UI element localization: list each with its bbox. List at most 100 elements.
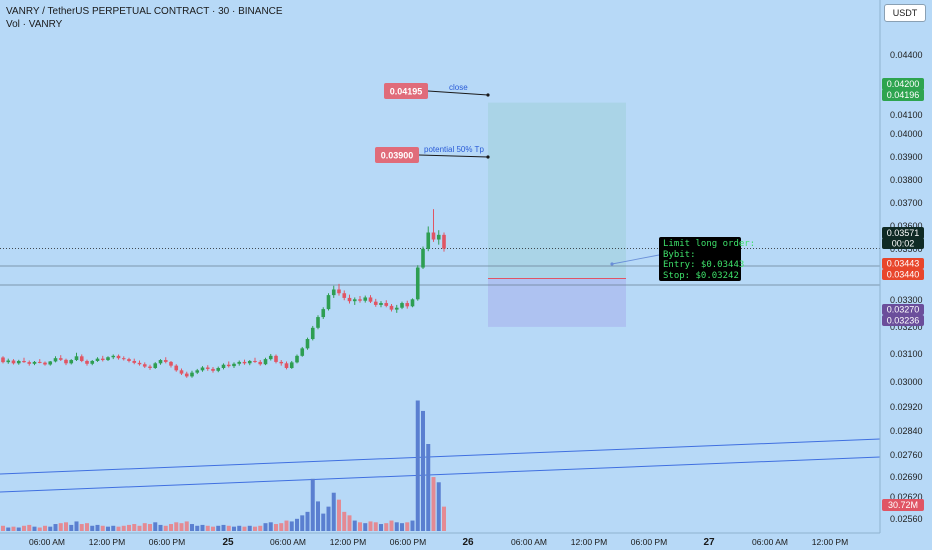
note-line-4: Stop: $0.03242: [663, 270, 739, 281]
volume-bar: [90, 525, 95, 531]
price-tick: 0.04400: [890, 50, 923, 60]
volume-bar: [216, 525, 221, 531]
candle-body: [216, 367, 221, 371]
stop-zone: [488, 278, 626, 327]
tp-price-tag: [375, 147, 419, 163]
entry-top-label-bg: [882, 258, 924, 269]
price-tick: 0.02620: [890, 492, 923, 502]
volume-indicator-title[interactable]: Vol · VANRY: [6, 19, 63, 30]
volume-bar: [142, 523, 147, 531]
stop-bottom-label-bg: [882, 315, 924, 326]
candle-body: [106, 357, 110, 361]
candle-body: [221, 364, 226, 368]
volume-bar: [137, 525, 142, 531]
candle-body: [237, 361, 242, 364]
price-tick: 0.03900: [890, 152, 923, 162]
order-note[interactable]: Limit long order: Bybit: Entry: $0.03443…: [659, 237, 755, 281]
candle-body: [421, 248, 425, 268]
volume-bar: [184, 521, 189, 531]
last-price-label: 0.03571: [887, 228, 920, 238]
entry-top-label: 0.03443: [887, 259, 920, 269]
volume-bar: [326, 506, 331, 531]
price-tick: 0.03100: [890, 349, 923, 359]
volume-bar: [85, 523, 89, 531]
candle-body: [274, 355, 278, 362]
candle-body: [410, 299, 415, 307]
note-line-2: Bybit:: [663, 249, 696, 260]
volume-bar: [352, 520, 357, 531]
candle-body: [121, 358, 126, 360]
candle-body: [137, 362, 142, 365]
volume-bar: [163, 525, 168, 531]
candle-body: [64, 359, 68, 364]
volume-bar: [373, 522, 378, 531]
time-tick: 26: [462, 537, 474, 548]
time-tick: 06:00 AM: [270, 537, 306, 547]
volume-bar: [253, 526, 257, 531]
time-tick: 06:00 PM: [149, 537, 185, 547]
candle-body: [184, 373, 189, 377]
candle-body: [142, 364, 147, 367]
close-anchor: [486, 93, 490, 97]
volume-bar: [410, 520, 415, 531]
last-price-label-bg: [882, 227, 924, 239]
volume-bar: [295, 518, 299, 531]
candle-body: [232, 363, 236, 367]
candle-body: [258, 361, 263, 365]
target-bottom-label: 0.04196: [887, 90, 920, 100]
volume-bar: [79, 524, 84, 531]
volume-bar: [436, 482, 441, 531]
price-tick: 0.02920: [890, 402, 923, 412]
price-tick: 0.03700: [890, 198, 923, 208]
volume-bar: [337, 499, 341, 531]
candle-body: [132, 360, 137, 363]
target-top-label-bg: [882, 78, 924, 90]
volume-bar: [415, 400, 420, 531]
volume-bar: [64, 522, 68, 531]
symbol-title[interactable]: VANRY / TetherUS PERPETUAL CONTRACT · 30…: [6, 6, 283, 17]
volume-bar: [43, 525, 47, 531]
trendline-lower: [0, 456, 881, 493]
tp-label: potential 50% Tp: [424, 145, 484, 154]
volume-bar: [11, 526, 16, 531]
tp-anchor: [486, 155, 490, 159]
note-connector: [611, 254, 660, 265]
volume-bar: [132, 524, 137, 531]
candle-body: [442, 234, 446, 249]
price-tick: 0.03000: [890, 377, 923, 387]
candle-body: [358, 299, 362, 301]
volume-bar: [153, 522, 158, 531]
time-tick: 12:00 PM: [89, 537, 125, 547]
candle-body: [289, 362, 294, 368]
candle-body: [179, 370, 184, 374]
volume-bar: [53, 524, 58, 531]
candle-body: [247, 360, 252, 364]
volume-bar: [342, 511, 347, 531]
candle-body: [363, 297, 368, 301]
volume-bar: [405, 522, 410, 531]
candle-body: [148, 366, 152, 368]
candle-body: [37, 361, 42, 363]
candle-body: [279, 361, 284, 364]
close-connector: [427, 90, 489, 96]
candle-body: [53, 358, 58, 362]
currency-button[interactable]: USDT: [884, 4, 926, 22]
volume-bar: [242, 526, 247, 531]
volume-bar: [48, 526, 53, 531]
candle-body: [127, 359, 131, 361]
volume-bar: [316, 501, 320, 531]
candle-body: [326, 295, 331, 310]
candle-body: [379, 303, 383, 305]
price-tick: 0.04100: [890, 110, 923, 120]
close-price-tag: [384, 83, 428, 99]
tp-price-tag-text: 0.03900: [381, 151, 414, 161]
note-anchor: [610, 262, 614, 266]
chart-header: VANRY / TetherUS PERPETUAL CONTRACT · 30…: [6, 5, 283, 31]
trendlines: [0, 438, 881, 493]
volume-bar: [95, 524, 100, 531]
volume-bar: [22, 525, 26, 531]
volume-bar: [442, 506, 446, 531]
volume-bar: [158, 524, 163, 531]
